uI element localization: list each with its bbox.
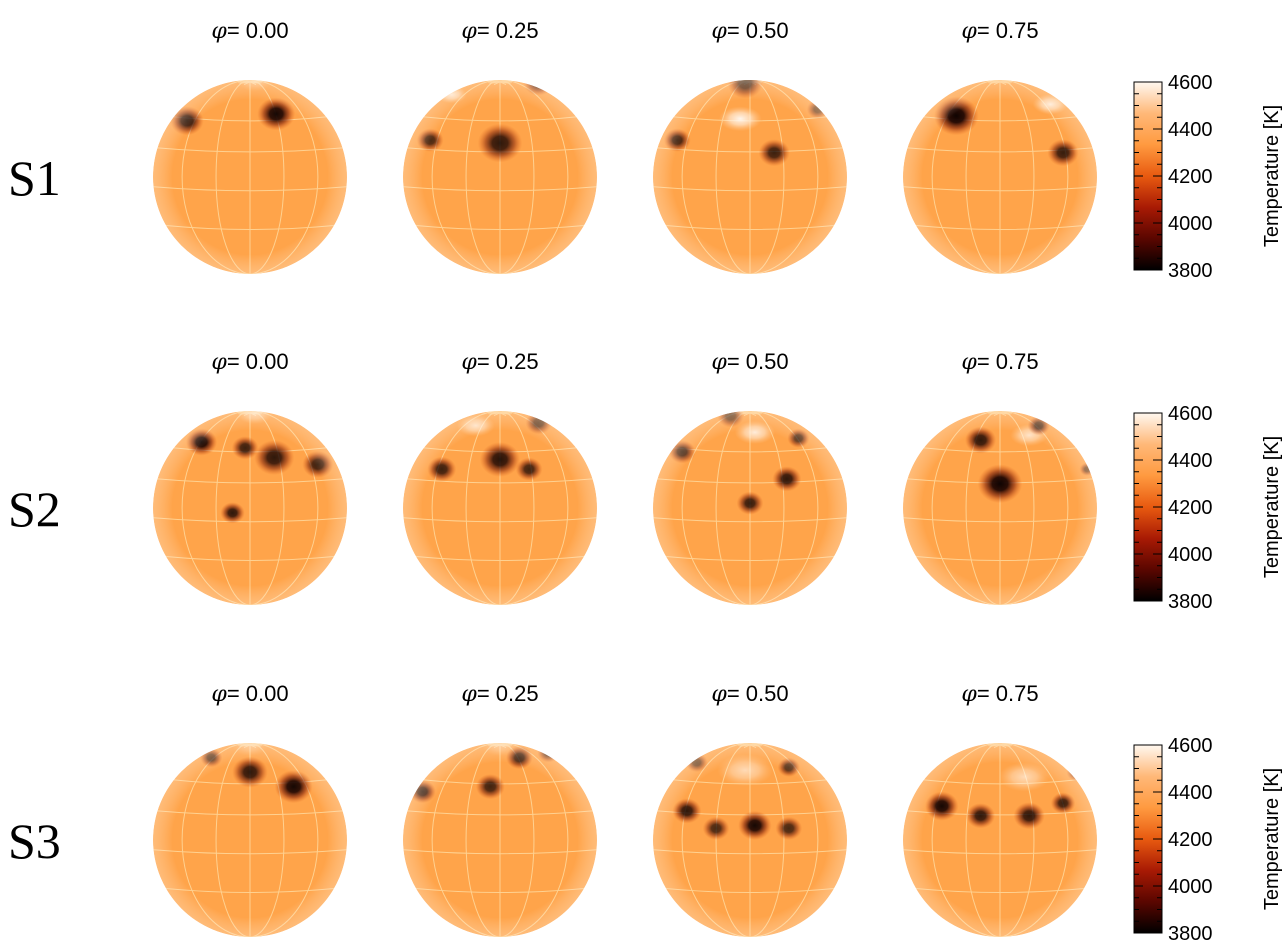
phase-label: φ= 0.75: [961, 681, 1038, 707]
colorbar-tick-label: 3800: [1168, 591, 1213, 613]
colorbar-tick-label: 3800: [1168, 260, 1213, 282]
star-map-s1-phase-3: [903, 79, 1097, 274]
row-label-s3: S3: [8, 813, 61, 869]
colorbar-tick-label: 4000: [1168, 876, 1213, 898]
colorbar-tick-label: 4200: [1168, 829, 1213, 851]
phase-label: φ= 0.00: [211, 681, 288, 707]
star-map-s2-phase-0: [153, 404, 347, 605]
phase-label: φ= 0.00: [211, 349, 288, 375]
star-map-s3-phase-2: [653, 742, 847, 937]
phase-label: φ= 0.25: [461, 349, 538, 375]
colorbar-title: Temperature [K]: [1261, 105, 1283, 247]
star-map-s1-phase-2: [653, 67, 847, 274]
phase-label: φ= 0.50: [711, 681, 788, 707]
phase-label: φ= 0.25: [461, 681, 538, 707]
colorbar-s2: 4600 4400 4200 4000 3800 Temperature [K]: [1134, 403, 1283, 613]
colorbar-tick-label: 4000: [1168, 544, 1213, 566]
star-map-s2-phase-2: [653, 404, 847, 605]
row-label-s2: S2: [8, 481, 61, 537]
phase-label: φ= 0.50: [711, 18, 788, 44]
colorbar-tick-label: 4200: [1168, 497, 1213, 519]
star-maps: [153, 67, 1097, 937]
phase-label: φ= 0.00: [211, 18, 288, 44]
colorbar-tick-label: 4600: [1168, 403, 1213, 425]
phase-label: φ= 0.50: [711, 349, 788, 375]
colorbar-tick-label: 4400: [1168, 450, 1213, 472]
row-label-s1: S1: [8, 150, 61, 206]
phase-label: φ= 0.75: [961, 18, 1038, 44]
colorbar-title: Temperature [K]: [1261, 768, 1283, 910]
colorbar-tick-label: 4600: [1168, 72, 1213, 94]
colorbar-tick-label: 4400: [1168, 119, 1213, 141]
colorbar-s1: 4600 4400 4200 4000 3800 Temperature [K]: [1134, 72, 1283, 282]
star-map-s1-phase-0: [153, 71, 347, 274]
colorbar-title: Temperature [K]: [1261, 436, 1283, 578]
colorbar-s3: 4600 4400 4200 4000 3800 Temperature [K]: [1134, 735, 1283, 945]
star-map-s1-phase-1: [403, 68, 597, 274]
star-map-s3-phase-1: [403, 736, 597, 937]
colorbar-tick-label: 3800: [1168, 923, 1213, 945]
colorbar-tick-label: 4200: [1168, 166, 1213, 188]
star-map-s3-phase-3: [903, 742, 1097, 937]
colorbar-tick-label: 4400: [1168, 782, 1213, 804]
colorbar-tick-label: 4600: [1168, 735, 1213, 757]
phase-label: φ= 0.25: [461, 18, 538, 44]
star-map-s3-phase-0: [153, 736, 347, 937]
star-map-s2-phase-1: [403, 410, 597, 605]
phase-label: φ= 0.75: [961, 349, 1038, 375]
star-map-s2-phase-3: [903, 410, 1097, 605]
colorbar-tick-label: 4000: [1168, 213, 1213, 235]
